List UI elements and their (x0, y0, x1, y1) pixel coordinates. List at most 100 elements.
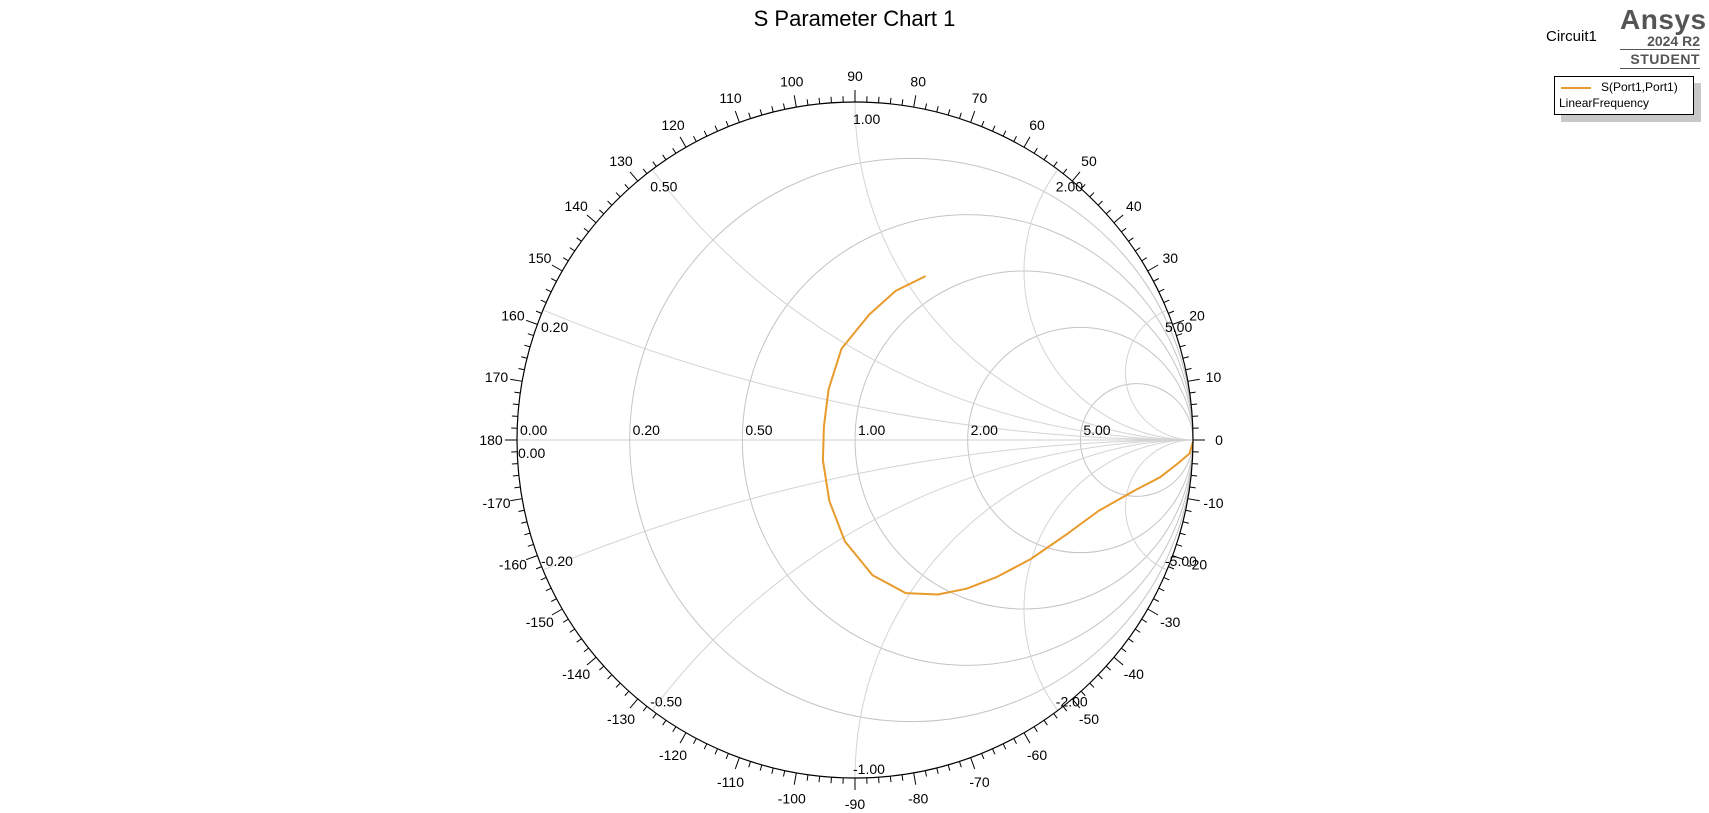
minor-tick (1043, 154, 1048, 161)
angle-label: -60 (1027, 747, 1047, 763)
angle-label: 130 (609, 153, 633, 169)
real-axis-label: 0.20 (633, 422, 660, 438)
minor-tick (1105, 665, 1111, 671)
angle-label: 80 (910, 74, 926, 90)
minor-tick (1141, 618, 1147, 623)
minor-tick (748, 112, 752, 119)
legend[interactable]: S(Port1,Port1) LinearFrequency (1554, 76, 1694, 115)
minor-tick (1013, 136, 1017, 142)
legend-sweep: LinearFrequency (1559, 96, 1650, 110)
real-axis-label: 1.00 (858, 422, 885, 438)
angle-label: 180 (479, 432, 503, 448)
major-tick (734, 757, 740, 770)
angle-label: -160 (499, 556, 527, 572)
major-tick (1172, 319, 1185, 325)
reactance-label: 0.20 (541, 319, 568, 335)
minor-tick (514, 486, 521, 489)
minor-tick (535, 310, 542, 314)
reactance-label: -5.00 (1165, 553, 1197, 569)
minor-tick (1141, 257, 1147, 262)
major-tick (679, 732, 687, 744)
major-tick (510, 378, 523, 382)
real-axis-label: 0.00 (520, 422, 547, 438)
minor-tick (981, 753, 985, 760)
minor-tick (642, 706, 648, 712)
minor-tick (607, 200, 613, 206)
brand-edition: STUDENT (1620, 50, 1700, 69)
angle-label: -40 (1124, 666, 1144, 682)
minor-tick (901, 99, 904, 106)
minor-tick (551, 278, 557, 282)
minor-tick (1176, 543, 1183, 547)
minor-tick (569, 628, 576, 633)
labels: 0 10 20 30 40 50 60 70 80 90 100 110 120 130 140 150 160… (479, 68, 1223, 812)
minor-tick (1153, 278, 1159, 282)
minor-tick (1121, 647, 1127, 653)
major-tick (793, 772, 797, 785)
major-tick (1172, 555, 1185, 561)
minor-tick (782, 770, 786, 777)
minor-tick (1189, 391, 1196, 394)
angle-label: -150 (526, 614, 554, 630)
minor-tick (889, 776, 892, 783)
major-tick (1187, 498, 1200, 502)
minor-tick (607, 674, 613, 680)
major-tick (970, 110, 976, 123)
angle-label: -130 (607, 711, 635, 727)
legend-series-name: S(Port1,Port1) (1601, 80, 1678, 94)
brand-version: 2024 R2 (1620, 34, 1700, 50)
reactance-arc--1 (854, 439, 1193, 778)
minor-tick (624, 184, 630, 190)
major-tick (793, 95, 797, 108)
minor-tick (771, 106, 774, 113)
reactance-label: 5.00 (1165, 319, 1192, 335)
reactance-arc--0.2 (517, 439, 1193, 778)
reactance-label: -1.00 (853, 761, 885, 777)
minor-tick (512, 403, 519, 406)
minor-tick (1153, 598, 1159, 602)
minor-tick (518, 367, 525, 371)
major-tick (970, 757, 976, 770)
angle-label: 30 (1162, 250, 1178, 266)
major-tick (1187, 378, 1200, 382)
minor-tick (551, 598, 557, 602)
minor-tick (545, 587, 552, 592)
minor-tick (947, 109, 951, 116)
minor-tick (1097, 674, 1103, 680)
major-tick (1147, 264, 1159, 272)
minor-tick (1089, 682, 1095, 688)
minor-tick (535, 566, 542, 570)
minor-tick (563, 257, 569, 262)
minor-tick (576, 237, 582, 242)
minor-tick (992, 748, 996, 755)
angle-label: -170 (483, 495, 511, 511)
minor-tick (599, 209, 605, 215)
major-tick (913, 772, 917, 785)
angle-label: 40 (1126, 198, 1142, 214)
minor-tick (1053, 161, 1058, 167)
angle-label: -10 (1203, 495, 1223, 511)
minor-tick (748, 761, 752, 768)
minor-tick (958, 112, 962, 119)
angle-label: -70 (969, 774, 989, 790)
minor-tick (1134, 628, 1141, 633)
minor-tick (759, 764, 763, 771)
angle-label: 160 (501, 308, 525, 324)
angle-label: -90 (845, 796, 865, 812)
major-tick (586, 656, 597, 666)
major-tick (1113, 214, 1124, 224)
minor-tick (936, 106, 939, 113)
real-axis-label: 2.00 (971, 422, 998, 438)
resistance-circle-2 (967, 326, 1193, 554)
major-tick (1023, 732, 1031, 744)
minor-tick (771, 767, 774, 774)
minor-tick (583, 227, 589, 233)
major-tick (525, 319, 538, 325)
reactance-arc--5 (1124, 439, 1193, 576)
minor-tick (924, 770, 928, 777)
angle-label: 140 (564, 198, 588, 214)
minor-tick (1013, 738, 1017, 744)
major-tick (510, 498, 523, 502)
